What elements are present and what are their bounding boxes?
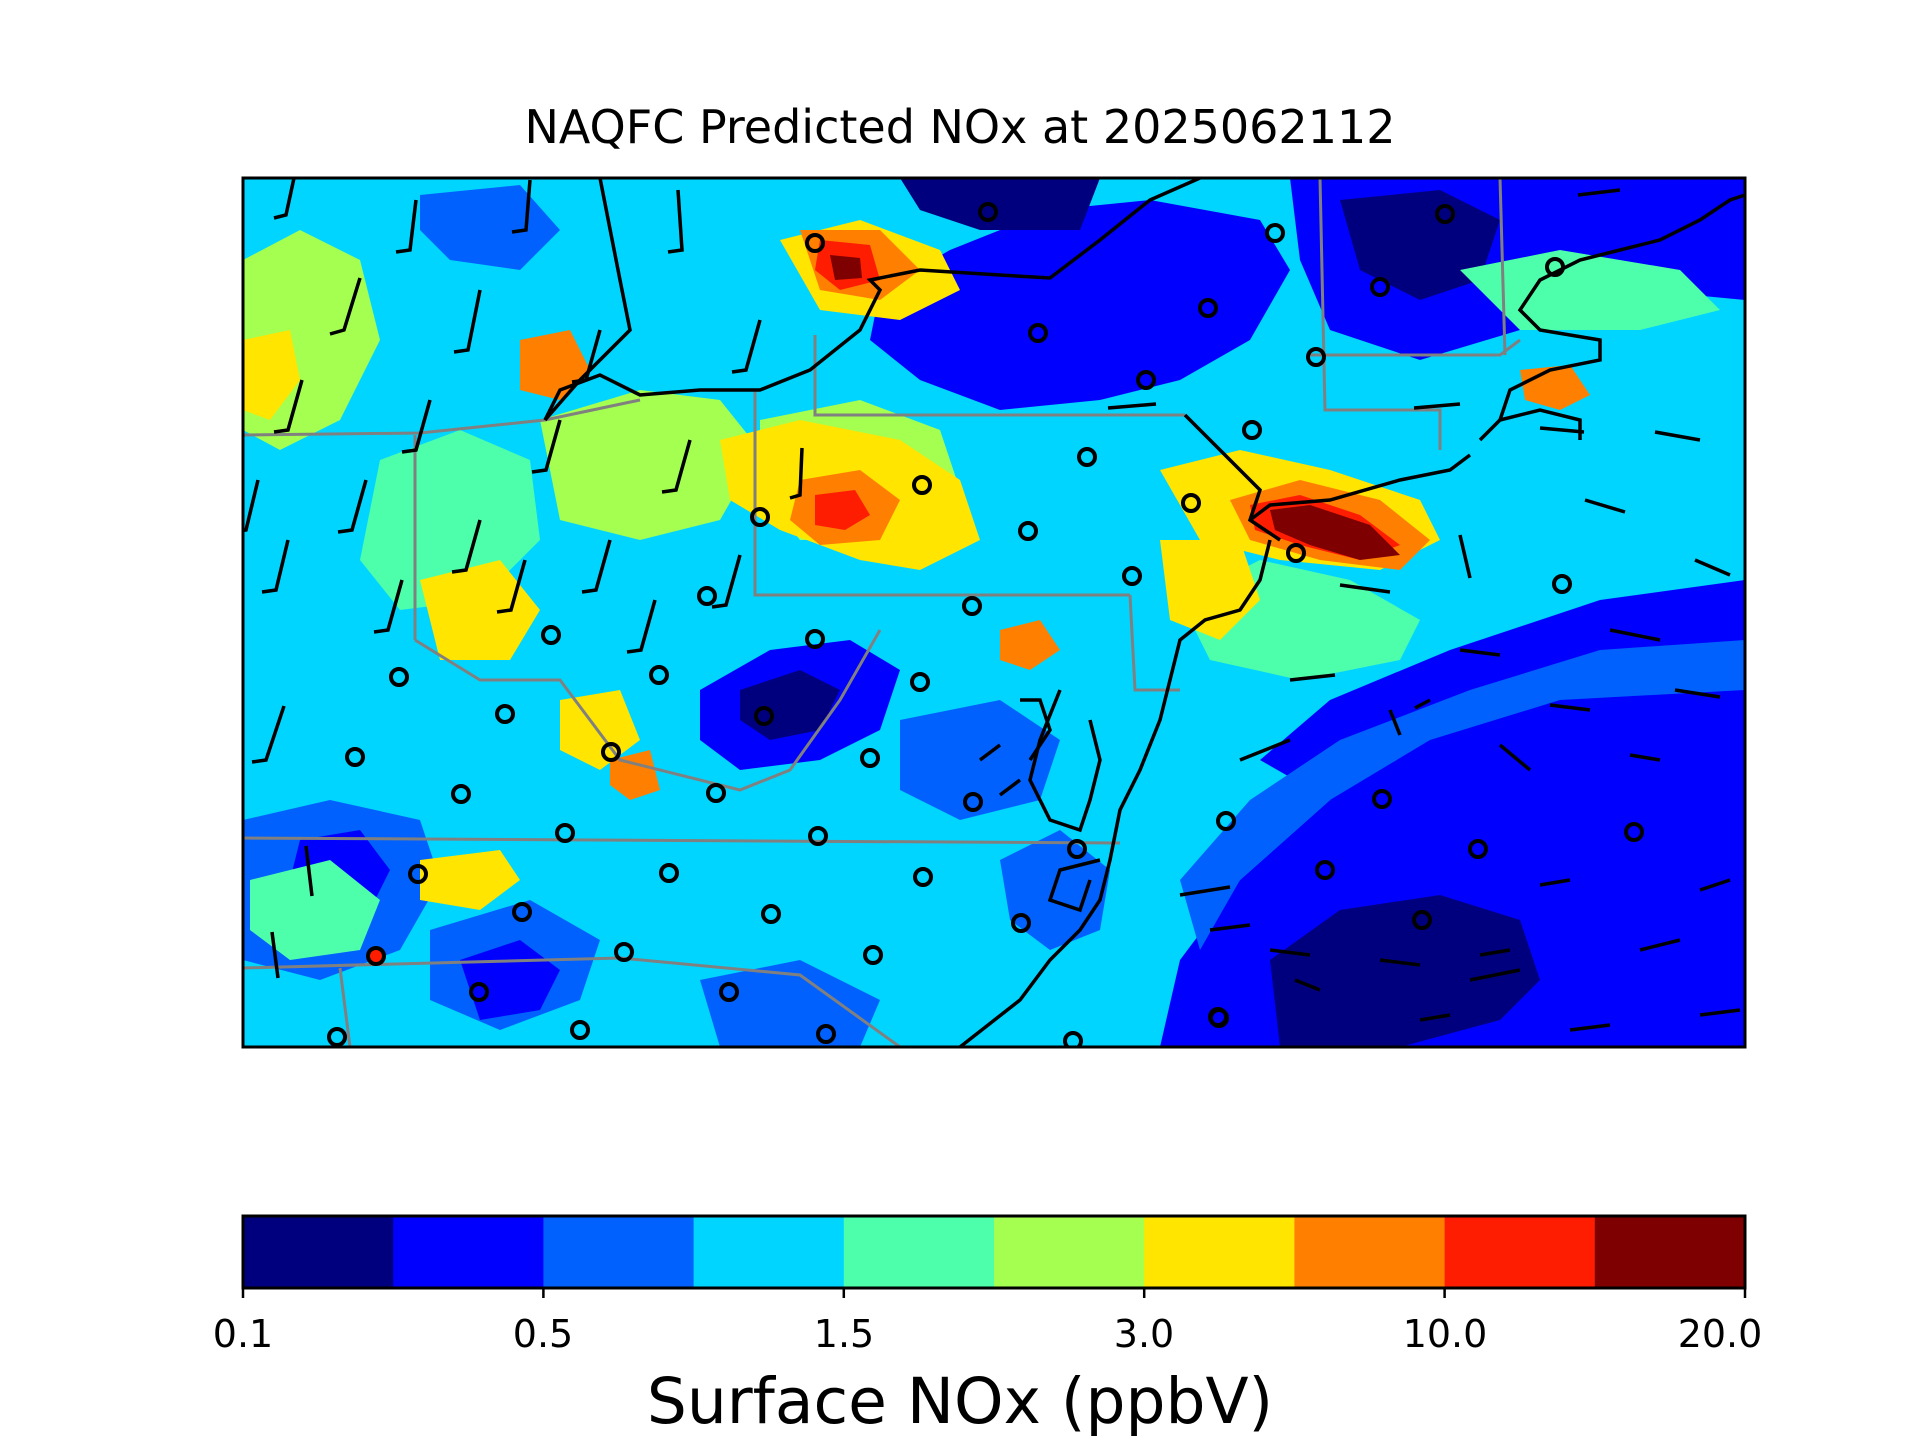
colorbar-tick-label: 0.1 [212, 1312, 274, 1356]
colorbar-swatch [994, 1216, 1145, 1288]
field-pa-green [540, 390, 760, 540]
field-ne-darkblue [1340, 190, 1500, 300]
field-upstate-darkred [830, 255, 862, 280]
map-frame [241, 176, 1747, 1049]
colorbar-tick-label: 0.5 [512, 1312, 574, 1356]
field-nw-blue [420, 185, 560, 270]
field-ocean-darkblue [1270, 895, 1540, 1047]
map-title: NAQFC Predicted NOx at 2025062112 [524, 100, 1396, 154]
colorbar-swatch [693, 1216, 845, 1288]
colorbar-tick-label: 10.0 [1402, 1312, 1488, 1356]
coastlines [543, 178, 1745, 1047]
field-nc-blue [700, 960, 880, 1047]
field-ohio-yellow [420, 560, 540, 660]
colorbar-title: Surface NOx (ppbV) [646, 1365, 1274, 1438]
colorbar [243, 1216, 1746, 1288]
colorbar-swatch [1444, 1216, 1596, 1288]
colorbar-swatch [1294, 1216, 1446, 1288]
field-nj-yellow [1160, 540, 1260, 640]
field-pa-red [815, 490, 870, 530]
field-dc-orange [1000, 620, 1060, 670]
colorbar-tick-label: 20.0 [1677, 1312, 1763, 1356]
field-south-green [250, 860, 380, 960]
colorbar-swatch [243, 1216, 394, 1288]
field-nyc-darkred [1270, 505, 1400, 560]
colorbar-swatch [543, 1216, 695, 1288]
observation-sites [327, 202, 1644, 1047]
colorbar-swatch [843, 1216, 995, 1288]
state-boundaries [243, 178, 1521, 1047]
colorbar-swatch [1144, 1216, 1295, 1288]
field-ocean-lightblue [1180, 640, 1745, 950]
colorbar-ticks [241, 1288, 1747, 1298]
field-ne-blue [870, 200, 1290, 410]
field-north-darkblue [900, 178, 1100, 230]
colorbar-swatch [393, 1216, 544, 1288]
field-ne-green [1460, 250, 1720, 330]
field-sva-yellow [420, 850, 520, 910]
colorbar-tick-label: 3.0 [1113, 1312, 1175, 1356]
wind-barbs [243, 178, 1741, 1032]
colorbar-tick-label: 1.5 [813, 1312, 875, 1356]
field-pitt-orange [610, 750, 660, 800]
field-west-yellow [243, 330, 300, 420]
colorbar-swatch [1594, 1216, 1746, 1288]
colorbar-frame [241, 1214, 1747, 1290]
